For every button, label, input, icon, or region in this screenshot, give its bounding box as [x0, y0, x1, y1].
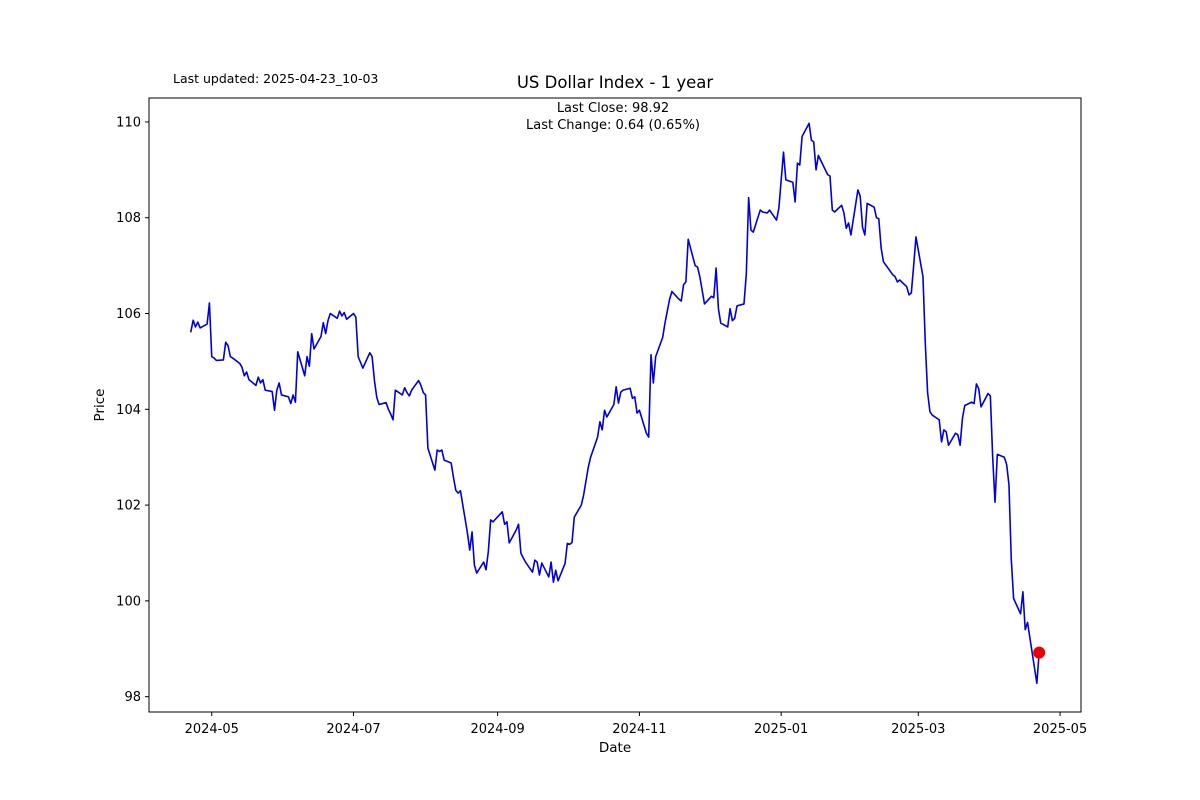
- chart-title: US Dollar Index - 1 year: [517, 73, 714, 92]
- x-tick-label: 2025-03: [891, 722, 945, 737]
- y-axis-label: Price: [92, 389, 108, 422]
- y-axis-ticks: 98 100 102 104 106 108 110: [116, 115, 149, 705]
- x-axis-label: Date: [599, 740, 631, 756]
- y-tick-label: 104: [116, 403, 141, 418]
- plot-border: [148, 97, 1082, 713]
- y-tick-label: 110: [116, 115, 141, 130]
- y-tick-label: 102: [116, 499, 141, 514]
- last-price-marker: [1033, 646, 1046, 659]
- x-axis-ticks: 2024-05 2024-07 2024-09 2024-11 2025-01 2025-…: [185, 712, 1087, 737]
- annotation-last-close: Last Close: 98.92: [557, 101, 669, 116]
- x-tick-label: 2025-01: [754, 722, 808, 737]
- price-line: [190, 122, 1040, 685]
- y-tick-label: 108: [116, 211, 141, 226]
- x-tick-label: 2024-05: [185, 722, 239, 737]
- x-tick-label: 2024-11: [612, 722, 666, 737]
- plot-area: [190, 122, 1046, 685]
- annotation-last-change: Last Change: 0.64 (0.65%): [526, 118, 700, 133]
- x-tick-label: 2024-09: [470, 722, 524, 737]
- last-updated-label: Last updated: 2025-04-23_10-03: [173, 71, 378, 86]
- x-tick-label: 2024-07: [326, 722, 380, 737]
- y-tick-label: 106: [116, 307, 141, 322]
- y-tick-label: 100: [116, 594, 141, 609]
- y-tick-label: 98: [124, 690, 141, 705]
- x-tick-label: 2025-05: [1033, 722, 1087, 737]
